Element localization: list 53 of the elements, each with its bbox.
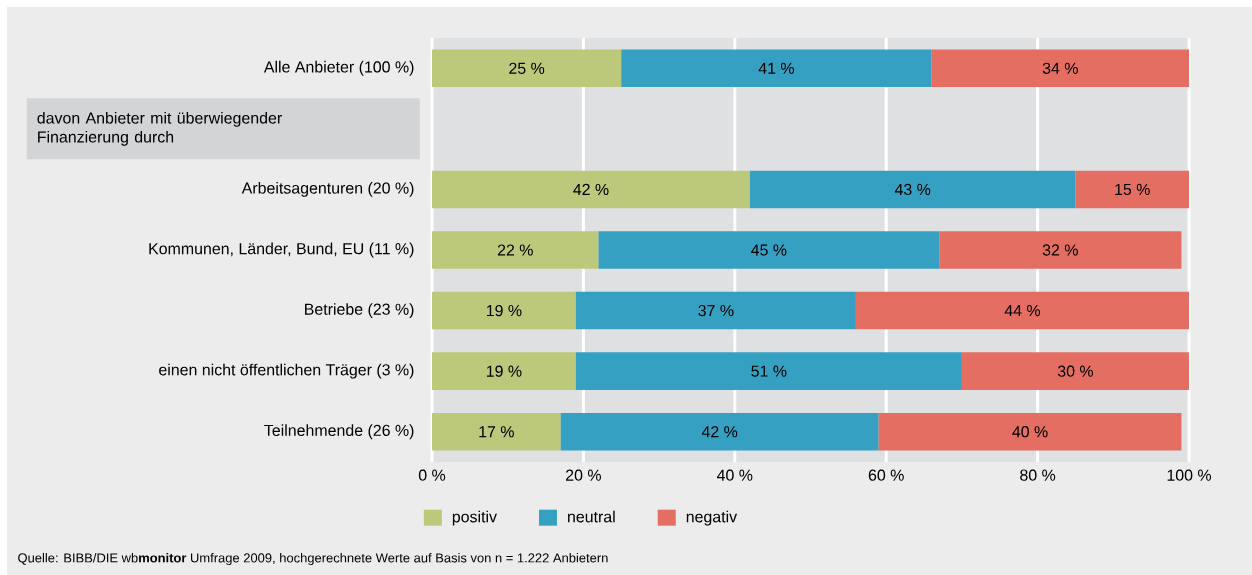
bar (432, 231, 599, 269)
bar (432, 49, 622, 88)
data-label: 42 % (573, 183, 609, 196)
text: davon Anbieter mit überwiegender Finanzierung durch (37, 111, 282, 146)
data-label: 32 % (1042, 244, 1078, 256)
bar (961, 352, 1190, 390)
data-label: 22 % (497, 244, 533, 256)
bar (878, 412, 1182, 451)
legend-label: neutral (568, 510, 615, 523)
data-label: 19 % (486, 304, 522, 317)
x-tick-label: 20 % (566, 469, 601, 481)
data-label: 15 % (1115, 183, 1150, 196)
y-tick-label: Kommunen, Länder, Bund, EU (11 %) (149, 242, 414, 258)
data-label: 42 % (701, 426, 738, 438)
data-label: 25 % (509, 62, 545, 74)
x-tick-label: 60 % (868, 469, 904, 481)
bar (432, 352, 576, 390)
legend-label: negativ (686, 510, 738, 526)
y-tick-label: Arbeitsagenturen (20 %) (241, 182, 414, 197)
data-label: 37 % (698, 304, 734, 317)
data-label: 45 % (751, 244, 787, 256)
data-label: 30 % (1057, 365, 1094, 377)
bar (931, 49, 1190, 88)
y-tick-label: Teilnehmende (26 %) (264, 424, 414, 440)
bar (621, 49, 932, 88)
data-label: 17 % (479, 426, 514, 438)
data-label: 51 % (751, 365, 787, 377)
x-tick-label: 80 % (1020, 469, 1056, 481)
legend-label: positiv (452, 510, 497, 526)
y-tick-label: Alle Anbieter (100 %) (263, 60, 414, 76)
data-label: 34 % (1042, 62, 1078, 74)
bar (575, 291, 856, 330)
bar (432, 291, 576, 330)
data-label: 40 % (1012, 426, 1048, 438)
bar (432, 412, 561, 451)
data-label: 43 % (894, 183, 931, 196)
bar (749, 170, 1076, 209)
y-tick-label: einen nicht öffentlichen Träger (3 %) (159, 363, 414, 379)
x-tick-label: 0 % (418, 469, 446, 481)
bar (560, 412, 879, 451)
data-label: 44 % (1004, 305, 1041, 317)
data-label: 19 % (486, 365, 522, 377)
y-tick-label: Betriebe (23 %) (305, 303, 414, 318)
x-tick-label: 40 % (717, 469, 753, 481)
bar (575, 352, 962, 390)
bar (598, 231, 940, 269)
bar (939, 231, 1182, 269)
bar (855, 291, 1190, 330)
source-note: Quelle: BIBB/DIE wbmonitor Umfrage 2009, hochgerechnete Werte auf Basis von n = 1.222 Anbietern (18, 552, 608, 566)
bar (432, 170, 750, 209)
data-label: 41 % (758, 62, 795, 74)
x-tick-label: 100 % (1167, 469, 1212, 481)
bar (1075, 170, 1190, 209)
